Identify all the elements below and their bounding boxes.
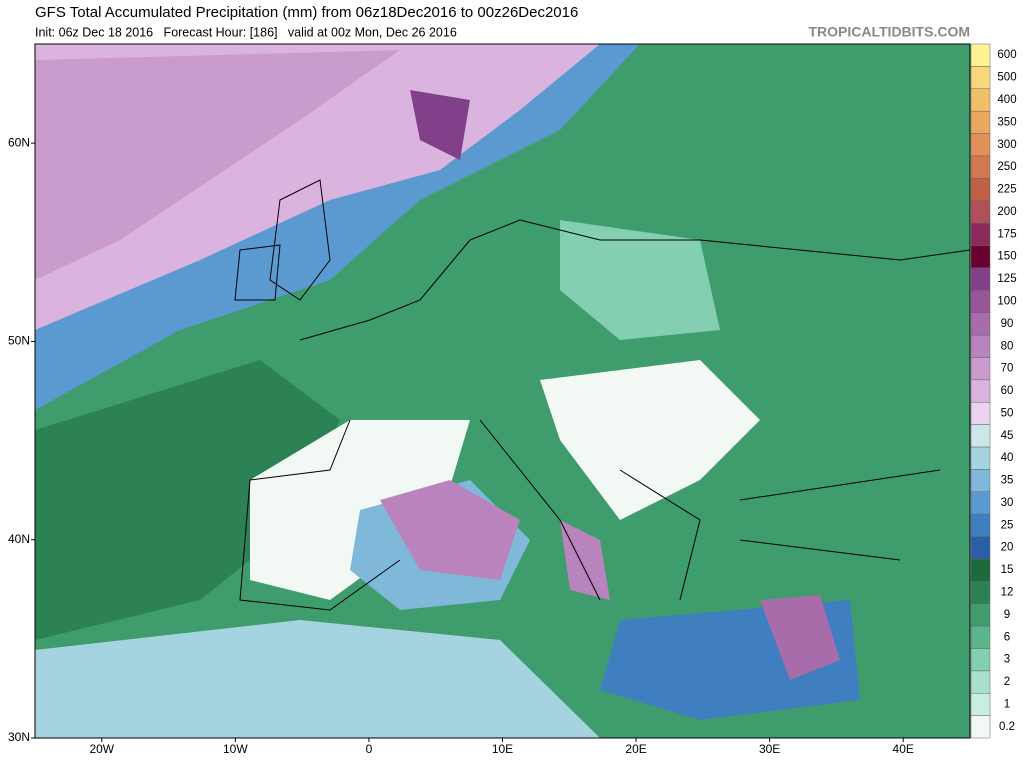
x-tick-label: 20W — [89, 742, 114, 756]
colorbar-label: 1 — [1004, 698, 1010, 710]
colorbar-label: 15 — [1001, 564, 1014, 576]
colorbar-segment — [970, 603, 991, 627]
colorbar-segment — [970, 222, 991, 246]
colorbar-label: 90 — [1001, 318, 1014, 330]
colorbar-label: 30 — [1001, 497, 1014, 509]
x-tick-label: 0 — [366, 742, 373, 756]
x-tick-label: 10W — [223, 742, 248, 756]
y-tick-label: 60N — [8, 135, 30, 149]
colorbar-segment — [970, 625, 991, 649]
colorbar-segment — [970, 648, 991, 672]
colorbar-segment — [970, 178, 991, 201]
colorbar-label: 400 — [997, 94, 1016, 106]
colorbar-segment — [970, 357, 991, 381]
colorbar-segment — [970, 334, 991, 358]
colorbar-segment — [970, 401, 991, 425]
colorbar-label: 350 — [997, 116, 1016, 128]
x-tick-label: 40E — [893, 742, 914, 756]
precip-area — [380, 480, 520, 580]
colorbar-label: 250 — [997, 161, 1016, 173]
x-tick-label: 30E — [759, 742, 780, 756]
colorbar-segment — [970, 558, 991, 582]
precip-area — [35, 360, 340, 640]
colorbar-segment — [970, 155, 991, 179]
watermark: TROPICALTIDBITS.COM — [808, 24, 970, 40]
colorbar-segment — [970, 312, 991, 336]
colorbar-segment — [970, 290, 991, 313]
colorbar-label: 70 — [1001, 363, 1014, 375]
colorbar-segment — [970, 245, 991, 269]
colorbar-segment — [970, 379, 991, 403]
colorbar-label: 3 — [1004, 654, 1010, 666]
colorbar-label: 35 — [1001, 475, 1014, 487]
colorbar-label: 175 — [997, 228, 1016, 240]
colorbar-label: 2 — [1004, 676, 1010, 688]
colorbar-segment — [970, 267, 991, 291]
x-tick-label: 20E — [625, 742, 646, 756]
colorbar-label: 6 — [1004, 631, 1010, 643]
colorbar-label: 20 — [1001, 542, 1014, 554]
colorbar-label: 600 — [997, 49, 1016, 61]
colorbar-label: 25 — [1001, 519, 1014, 531]
coastline — [239, 219, 970, 611]
colorbar-segment — [970, 491, 991, 515]
colorbar-label: 50 — [1001, 407, 1014, 419]
y-tick-label: 40N — [8, 532, 30, 546]
precip-area — [560, 520, 610, 600]
subtitle: Init: 06z Dec 18 2016 Forecast Hour: [18… — [35, 25, 457, 39]
colorbar-label: 40 — [1001, 452, 1014, 464]
colorbar-label: 12 — [1001, 587, 1014, 599]
colorbar-segment — [970, 88, 991, 112]
colorbar-segment — [970, 536, 991, 560]
colorbar-segment — [970, 200, 991, 224]
map — [34, 43, 971, 739]
colorbar-segment — [970, 133, 991, 157]
colorbar-segment — [970, 66, 991, 90]
precip-area — [760, 595, 840, 680]
y-tick-label: 30N — [8, 730, 30, 744]
precip-area — [540, 360, 760, 520]
colorbar-segment — [970, 469, 991, 492]
x-tick-label: 10E — [492, 742, 513, 756]
colorbar-segment — [970, 692, 991, 716]
colorbar-segment — [970, 715, 991, 739]
y-tick-label: 50N — [8, 334, 30, 348]
colorbar-label: 225 — [997, 184, 1016, 196]
colorbar-label: 9 — [1004, 609, 1010, 621]
colorbar-label: 150 — [997, 251, 1016, 263]
colorbar-segment — [970, 446, 991, 470]
colorbar-label: 125 — [997, 273, 1016, 285]
colorbar-segment — [970, 110, 991, 134]
precip-area — [410, 90, 470, 160]
colorbar-label: 45 — [1001, 430, 1014, 442]
colorbar-segment — [970, 43, 991, 67]
colorbar-label: 500 — [997, 72, 1016, 84]
colorbar-label: 300 — [997, 139, 1016, 151]
colorbar-segment — [970, 513, 991, 537]
precip-area — [35, 620, 600, 738]
colorbar-segment — [970, 581, 991, 604]
title: GFS Total Accumulated Precipitation (mm)… — [35, 4, 578, 21]
precip-area — [35, 50, 400, 280]
colorbar-segment — [970, 424, 991, 448]
colorbar-label: 80 — [1001, 340, 1014, 352]
colorbar-label: 200 — [997, 206, 1016, 218]
colorbar-label: 0.2 — [999, 721, 1015, 733]
colorbar-label: 60 — [1001, 385, 1014, 397]
colorbar-segment — [970, 670, 991, 694]
precip-area — [560, 220, 720, 340]
colorbar-label: 100 — [997, 295, 1016, 307]
coastline — [234, 179, 331, 301]
